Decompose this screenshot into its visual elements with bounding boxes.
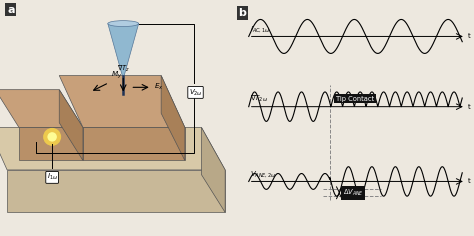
Circle shape (47, 132, 57, 142)
Text: b: b (238, 8, 246, 18)
Polygon shape (7, 170, 225, 212)
Polygon shape (59, 90, 83, 160)
Text: $I_{1\omega}$: $I_{1\omega}$ (46, 172, 58, 182)
Polygon shape (0, 90, 83, 127)
Text: $V_{ANE,2\omega}$: $V_{ANE,2\omega}$ (250, 169, 276, 179)
Polygon shape (0, 127, 225, 170)
Text: Tip Contact: Tip Contact (336, 96, 374, 101)
Text: $M_y$: $M_y$ (111, 70, 123, 81)
Text: $E_x$: $E_x$ (154, 82, 164, 93)
Text: $I_{AC,1\omega}$: $I_{AC,1\omega}$ (250, 24, 270, 34)
Polygon shape (59, 76, 185, 127)
Text: $\nabla T_{2\omega}$: $\nabla T_{2\omega}$ (250, 94, 268, 104)
Text: t: t (468, 34, 471, 39)
Polygon shape (161, 76, 185, 160)
Polygon shape (201, 127, 225, 212)
Polygon shape (108, 24, 139, 76)
Circle shape (43, 128, 61, 146)
Text: $\nabla T_z$: $\nabla T_z$ (117, 64, 130, 74)
Text: $V_{2\omega}$: $V_{2\omega}$ (189, 87, 202, 97)
Polygon shape (83, 127, 185, 160)
Ellipse shape (108, 21, 139, 26)
Text: $\Delta V_{ANE}$: $\Delta V_{ANE}$ (343, 188, 364, 198)
Text: t: t (468, 178, 471, 185)
Polygon shape (19, 127, 83, 160)
Text: t: t (468, 104, 471, 110)
Text: a: a (7, 5, 15, 15)
